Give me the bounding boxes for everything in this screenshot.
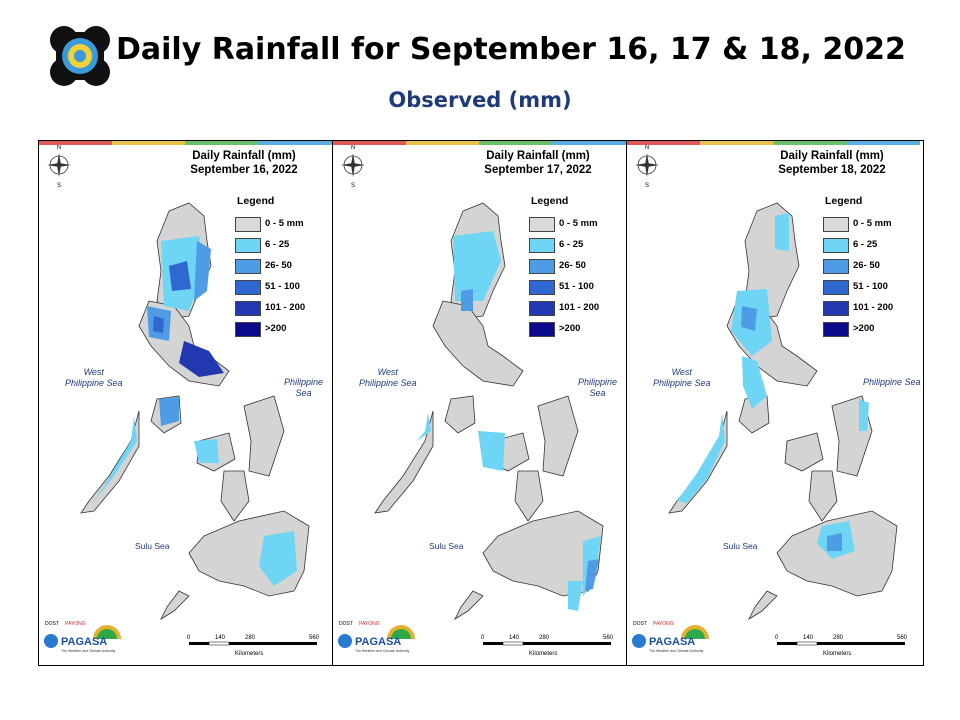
legend: Legend 0 - 5 mm 6 - 25 26- 50 51 - 100 1… — [529, 195, 619, 343]
philippine-sea-label: Philippine Sea — [863, 377, 921, 387]
svg-text:0: 0 — [481, 635, 485, 641]
svg-text:The Weather and Climate Author: The Weather and Climate Authority — [61, 649, 116, 653]
rain-overlay-sep-17 — [417, 231, 601, 611]
svg-text:PAGASA: PAGASA — [61, 636, 107, 648]
philippines-map-sep-18 — [668, 202, 898, 621]
svg-text:PAYONG: PAYONG — [653, 621, 674, 627]
rain-overlay-sep-18 — [677, 213, 869, 559]
visayas-samar-leyte — [243, 395, 285, 477]
pagasa-logo: DOST PAYONG PAGASA The Weather and Clima… — [337, 619, 415, 661]
sulu-sea-label: Sulu Sea — [135, 541, 170, 551]
svg-text:PAGASA: PAGASA — [649, 636, 695, 648]
svg-text:N: N — [57, 145, 61, 151]
color-strip — [333, 141, 626, 145]
compass-rose-icon: N S — [47, 145, 71, 189]
west-philippine-sea-label: West Philippine Sea — [653, 367, 711, 388]
compass-rose-icon: N S — [341, 145, 365, 189]
legend: Legend 0 - 5 mm 6 - 25 26- 50 51 - 100 1… — [235, 195, 325, 343]
svg-text:140: 140 — [509, 635, 520, 641]
svg-text:N: N — [351, 145, 355, 151]
rainfall-maps: N S Daily Rainfall (mm) September 16, 20… — [38, 140, 924, 666]
svg-text:280: 280 — [245, 635, 256, 641]
dost-logo — [48, 24, 112, 88]
rain-overlay-sep-16 — [94, 236, 297, 586]
compass-rose-icon: N S — [635, 145, 659, 189]
pagasa-logo: DOST PAYONG PAGASA The Weather and Clima… — [631, 619, 709, 661]
svg-text:N: N — [645, 145, 649, 151]
map-panel-sep-16: N S Daily Rainfall (mm) September 16, 20… — [39, 141, 332, 665]
sulu-sea-label: Sulu Sea — [723, 541, 758, 551]
panel-title: Daily Rainfall (mm) September 17, 2022 — [484, 150, 592, 176]
sulu-sea-label: Sulu Sea — [429, 541, 464, 551]
svg-text:560: 560 — [897, 635, 908, 641]
pagasa-logo: DOST PAYONG PAGASA The Weather and Clima… — [43, 619, 121, 661]
svg-text:Kilometers: Kilometers — [529, 651, 557, 657]
svg-text:DOST: DOST — [339, 621, 353, 627]
svg-text:280: 280 — [833, 635, 844, 641]
svg-text:DOST: DOST — [633, 621, 647, 627]
west-philippine-sea-label: West Philippine Sea — [359, 367, 417, 388]
svg-text:The Weather and Climate Author: The Weather and Climate Authority — [649, 649, 704, 653]
legend: Legend 0 - 5 mm 6 - 25 26- 50 51 - 100 1… — [823, 195, 913, 343]
svg-text:Kilometers: Kilometers — [235, 651, 263, 657]
west-philippine-sea-label: West Philippine Sea — [65, 367, 123, 388]
svg-text:0: 0 — [187, 635, 191, 641]
philippine-sea-label: Philippine Sea — [283, 377, 324, 398]
palawan — [80, 410, 140, 514]
svg-text:PAGASA: PAGASA — [355, 636, 401, 648]
scale-bar: 0 140 280 560 Kilometers — [479, 631, 619, 661]
page-title: Daily Rainfall for September 16, 17 & 18… — [116, 32, 906, 67]
svg-text:S: S — [645, 183, 649, 189]
visayas-negros-cebu — [220, 470, 250, 522]
svg-text:280: 280 — [539, 635, 550, 641]
sulu-islands — [160, 590, 190, 621]
color-strip — [39, 141, 332, 145]
philippines-map-sep-16 — [80, 202, 310, 621]
svg-text:DOST: DOST — [45, 621, 59, 627]
philippines-map-sep-17 — [374, 202, 604, 621]
svg-text:140: 140 — [215, 635, 226, 641]
philippine-sea-label: Philippine Sea — [577, 377, 618, 398]
svg-text:S: S — [351, 183, 355, 189]
svg-text:140: 140 — [803, 635, 814, 641]
svg-text:PAYONG: PAYONG — [359, 621, 380, 627]
panel-title: Daily Rainfall (mm) September 16, 2022 — [190, 150, 298, 176]
panel-divider — [626, 141, 627, 665]
color-strip — [627, 141, 920, 145]
map-panel-sep-18: N S Daily Rainfall (mm) September 18, 20… — [627, 141, 923, 665]
svg-text:560: 560 — [309, 635, 320, 641]
panel-title: Daily Rainfall (mm) September 18, 2022 — [778, 150, 886, 176]
scale-bar: 0 140 280 560 Kilometers — [773, 631, 913, 661]
svg-text:PAYONG: PAYONG — [65, 621, 86, 627]
page-subtitle: Observed (mm) — [388, 88, 572, 112]
svg-text:The Weather and Climate Author: The Weather and Climate Authority — [355, 649, 410, 653]
panel-divider — [332, 141, 333, 665]
svg-text:560: 560 — [603, 635, 614, 641]
svg-text:0: 0 — [775, 635, 779, 641]
svg-text:S: S — [57, 183, 61, 189]
map-panel-sep-17: N S Daily Rainfall (mm) September 17, 20… — [333, 141, 626, 665]
svg-text:Kilometers: Kilometers — [823, 651, 851, 657]
scale-bar: 0 140 280 560 Kilometers — [185, 631, 325, 661]
